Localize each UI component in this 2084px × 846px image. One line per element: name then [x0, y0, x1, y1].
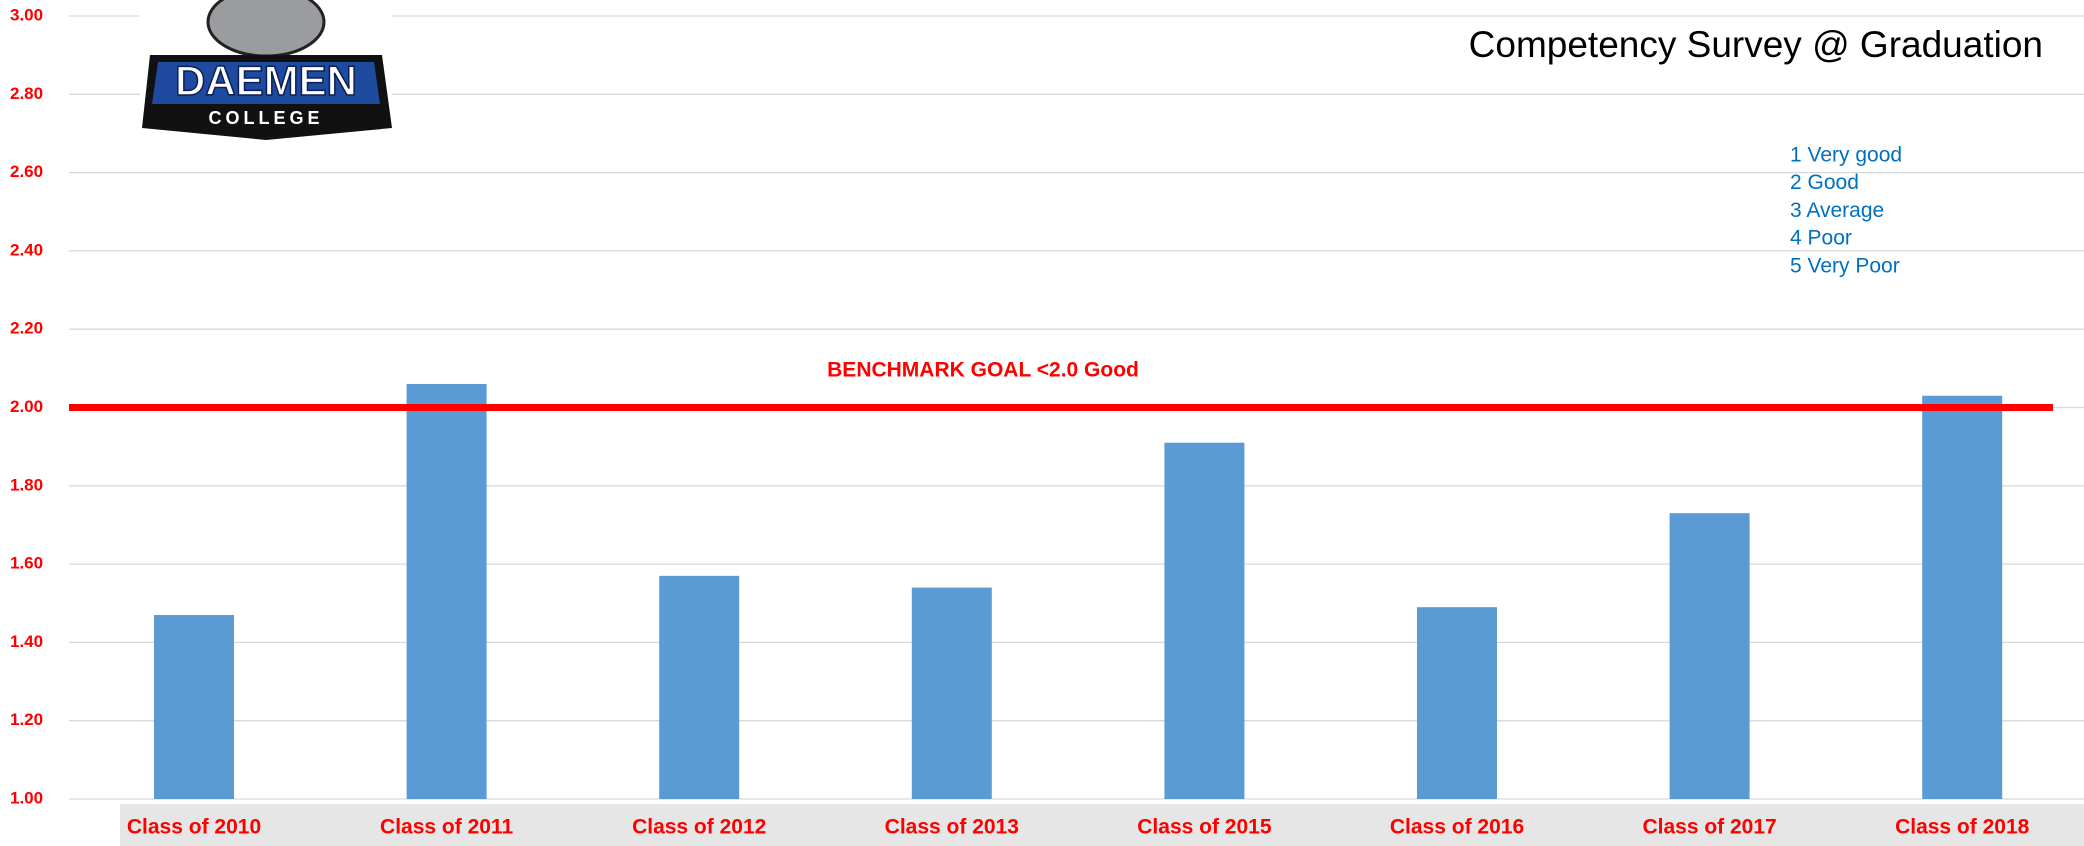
- x-tick-label: Class of 2011: [380, 816, 513, 839]
- x-tick-label: Class of 2012: [632, 816, 766, 839]
- y-tick-label: 2.40: [10, 240, 43, 259]
- benchmark-label: BENCHMARK GOAL <2.0 Good: [827, 359, 1139, 382]
- scale-note: 1 Very good: [1790, 144, 1902, 167]
- bar: [1669, 513, 1750, 799]
- x-tick-label: Class of 2017: [1642, 816, 1776, 839]
- bars: [154, 384, 2003, 799]
- logo: DAEMEN COLLEGE: [140, 0, 392, 142]
- x-tick-label: Class of 2016: [1390, 816, 1524, 839]
- logo-name: DAEMEN: [175, 57, 357, 104]
- scale-note: 4 Poor: [1790, 227, 1852, 250]
- x-tick-label: Class of 2018: [1895, 816, 2030, 839]
- category-band: [120, 804, 2084, 846]
- bar: [1164, 442, 1245, 799]
- scale-note: 5 Very Poor: [1790, 254, 1900, 277]
- logo-plate: [152, 62, 380, 104]
- y-tick-label: 1.40: [10, 632, 43, 651]
- y-tick-label: 1.60: [10, 554, 43, 573]
- y-tick-label: 1.80: [10, 475, 43, 494]
- logo-mascot: [206, 0, 326, 58]
- y-tick-label: 2.60: [10, 162, 43, 181]
- chart-title: Competency Survey @ Graduation: [1469, 24, 2043, 65]
- bar: [154, 614, 234, 799]
- y-tick-label: 2.00: [10, 397, 43, 416]
- scale-note: 2 Good: [1790, 171, 1859, 194]
- x-tick-label: Class of 2010: [127, 816, 261, 839]
- bar: [1417, 607, 1497, 799]
- bar: [406, 384, 487, 799]
- x-tick-label: Class of 2015: [1137, 816, 1272, 839]
- y-tick-label: 1.00: [10, 788, 43, 807]
- bar: [659, 575, 740, 799]
- bar: [911, 587, 992, 799]
- scale-note: 3 Average: [1790, 199, 1884, 222]
- y-tick-label: 2.20: [10, 319, 43, 338]
- logo-sub: COLLEGE: [208, 108, 323, 128]
- y-tick-label: 2.80: [10, 84, 43, 103]
- y-tick-label: 1.20: [10, 710, 43, 729]
- bar: [1922, 395, 2003, 799]
- grid: [69, 15, 2084, 800]
- y-tick-label: 3.00: [10, 5, 43, 24]
- x-tick-label: Class of 2013: [885, 816, 1019, 839]
